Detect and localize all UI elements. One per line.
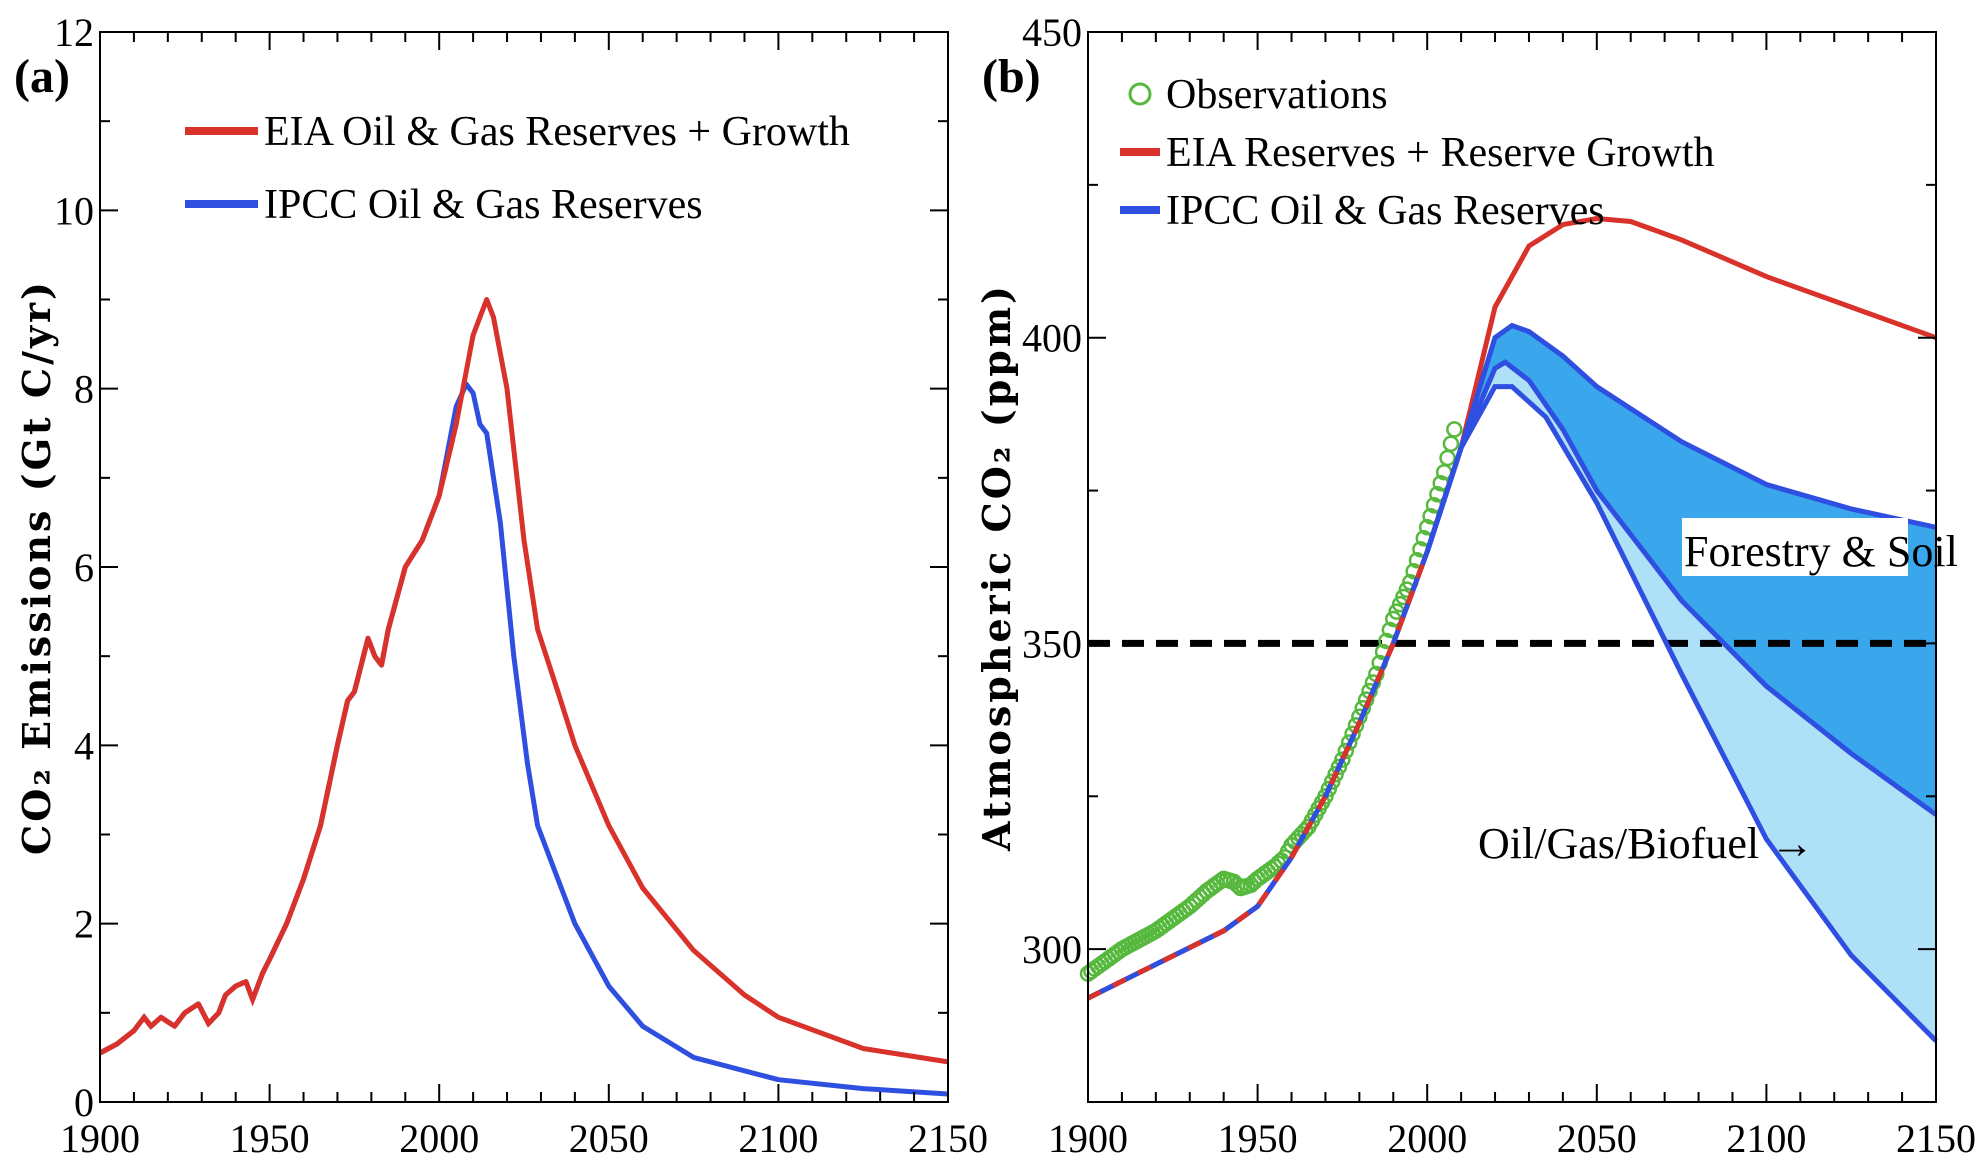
panel-b-series xyxy=(1079,215,1938,1043)
panel-a-series xyxy=(98,297,949,1097)
panel-b-y-tick-label: 300 xyxy=(1022,927,1082,972)
panel-a-y-tick-label: 8 xyxy=(74,367,94,412)
panel-b: 1900 1950 2000 2050 2100 2150 300 350 400 450 (b)… xyxy=(974,10,1976,1161)
panel-a-ticks: 1900 1950 2000 2050 2100 2150 0 2 4 6 8 10 12 xyxy=(54,10,988,1161)
panel-b-x-tick-label: 2000 xyxy=(1387,1116,1467,1161)
panel-b-y-tick-label: 450 xyxy=(1022,10,1082,55)
panel-b-frame xyxy=(1087,31,1937,1103)
panel-b-label: (b) xyxy=(982,50,1041,103)
panel-a-legend: EIA Oil & Gas Reserves + Growth IPCC Oil … xyxy=(185,109,850,228)
eia-emissions-line xyxy=(98,297,949,1065)
panel-b-ticks: 1900 1950 2000 2050 2100 2150 300 350 400 450 xyxy=(1022,10,1976,1161)
observation-point xyxy=(1446,421,1463,438)
panel-b-x-tick-label: 1900 xyxy=(1048,1116,1128,1161)
panel-a-x-tick-label: 2000 xyxy=(399,1116,479,1161)
panel-a-ylabel: CO₂ Emissions (Gt C/yr) xyxy=(14,279,59,855)
panel-a-x-tick-label: 2050 xyxy=(569,1116,649,1161)
panel-b-y-tick-label: 350 xyxy=(1022,621,1082,666)
oil-gas-biofuel-label: Oil/Gas/Biofuel → xyxy=(1478,819,1814,868)
panel-b-legend: Observations EIA Reserves + Reserve Growt… xyxy=(1120,72,1715,234)
panel-a-y-tick-label: 0 xyxy=(74,1080,94,1125)
eia-concentration-historical-overlay xyxy=(1086,550,1430,1001)
ipcc-emissions-line xyxy=(98,381,949,1097)
panel-b-legend-label: EIA Reserves + Reserve Growth xyxy=(1166,130,1715,176)
panel-a-x-tick-label: 1950 xyxy=(230,1116,310,1161)
panel-a-x-tick-label: 2150 xyxy=(908,1116,988,1161)
observation-point xyxy=(1442,435,1460,452)
forestry-soil-label-bg xyxy=(1682,518,1908,576)
panel-a-y-tick-label: 2 xyxy=(74,902,94,947)
ipcc-high-line xyxy=(1424,322,1937,553)
forestry-soil-label: Forestry & Soil xyxy=(1684,527,1958,576)
panel-a-legend-label: EIA Oil & Gas Reserves + Growth xyxy=(264,109,850,155)
panel-b-x-tick-label: 2150 xyxy=(1896,1116,1976,1161)
observation-point xyxy=(1439,449,1456,467)
panel-a-x-tick-label: 2100 xyxy=(738,1116,818,1161)
panel-b-annotations: Forestry & Soil Oil/Gas/Biofuel → xyxy=(1478,518,1958,868)
panel-a-x-tick-label: 1900 xyxy=(60,1116,140,1161)
eia-emissions-historical-overlay xyxy=(98,423,459,1056)
panel-b-legend-label: Observations xyxy=(1166,72,1388,118)
panel-b-ylabel: Atmospheric CO₂ (ppm) xyxy=(974,283,1019,852)
panel-b-x-tick-label: 2050 xyxy=(1557,1116,1637,1161)
observation-point xyxy=(1334,751,1351,768)
ipcc-mid-line xyxy=(1424,359,1938,817)
panel-a-y-tick-label: 4 xyxy=(74,723,94,768)
panel-a-legend-label: IPCC Oil & Gas Reserves xyxy=(264,182,703,228)
panel-b-y-tick-label: 400 xyxy=(1022,316,1082,361)
panel-a-y-tick-label: 6 xyxy=(74,545,94,590)
panel-b-x-tick-label: 1950 xyxy=(1218,1116,1298,1161)
panel-a: 1900 1950 2000 2050 2100 2150 0 2 4 6 8 10 12 (a) CO… xyxy=(14,10,988,1161)
panel-b-x-tick-label: 2100 xyxy=(1726,1116,1806,1161)
panel-a-label: (a) xyxy=(14,50,70,103)
panel-a-y-tick-label: 10 xyxy=(54,188,94,233)
panel-a-y-tick-label: 12 xyxy=(54,10,94,55)
panel-b-legend-swatch xyxy=(1128,82,1152,106)
panel-b-legend-label: IPCC Oil & Gas Reserves xyxy=(1166,188,1605,234)
panel-b-fill-bands xyxy=(1444,325,1936,1041)
oil-gas-biofuel-band xyxy=(1444,362,1936,1041)
